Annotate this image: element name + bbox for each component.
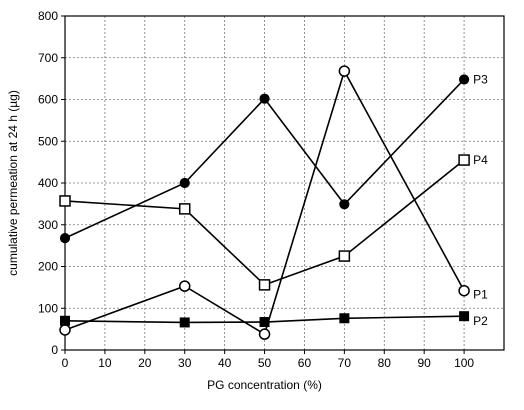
data-point [258,328,271,340]
series-label: P1 [473,288,488,302]
series-p1: P1 [59,65,488,340]
y-tick-label: 700 [38,51,58,65]
x-tick-label: 20 [138,356,152,370]
x-tick-label: 30 [178,356,192,370]
x-tick-label: 10 [98,356,112,370]
x-axis-label: PG concentration (%) [207,378,322,392]
y-tick-label: 100 [38,301,58,315]
series-line [64,159,465,286]
data-point [59,324,71,336]
y-tick-label: 500 [38,134,58,148]
series-p3: P3 [59,72,488,244]
data-point [258,279,271,291]
axis-ticks: 0 10 20 30 40 50 60 70 80 90 100 0 100 200 300 400 500 60… [38,9,474,370]
data-point [458,154,470,166]
grid [65,16,504,350]
data-point [179,177,190,189]
data-point [339,199,350,210]
x-tick-label: 60 [298,356,312,370]
series-label: P4 [473,153,488,167]
data-point [178,203,191,215]
x-tick-label: 70 [338,356,352,370]
y-tick-label: 600 [38,93,58,107]
series-line [64,69,465,336]
x-tick-label: 90 [418,356,432,370]
data-point [179,317,190,328]
data-point [339,313,350,324]
data-point [259,317,270,328]
y-tick-label: 300 [38,218,58,232]
series-p2: P2 [60,311,488,328]
x-tick-label: 50 [258,356,272,370]
data-point [338,65,351,77]
series-label: P2 [473,314,488,328]
series-label: P3 [473,72,488,86]
y-axis-label: cumulative permeation at 24 h (µg) [6,90,20,276]
series-group: P1 P2 P3 P4 [59,65,488,340]
data-point [459,311,470,322]
y-tick-label: 0 [51,343,58,357]
x-tick-label: 0 [62,356,69,370]
data-point [458,284,470,297]
x-tick-label: 80 [378,356,392,370]
x-tick-label: 40 [218,356,232,370]
data-point [60,315,70,326]
data-point [178,280,191,292]
y-tick-label: 800 [38,9,58,23]
data-point [59,195,71,207]
y-tick-label: 400 [38,176,58,190]
data-point [259,93,270,104]
series-p4: P4 [59,153,488,291]
data-point [458,74,470,85]
data-point [59,233,71,244]
y-tick-label: 200 [38,260,58,274]
x-tick-label: 100 [454,356,474,370]
data-point [338,250,351,262]
